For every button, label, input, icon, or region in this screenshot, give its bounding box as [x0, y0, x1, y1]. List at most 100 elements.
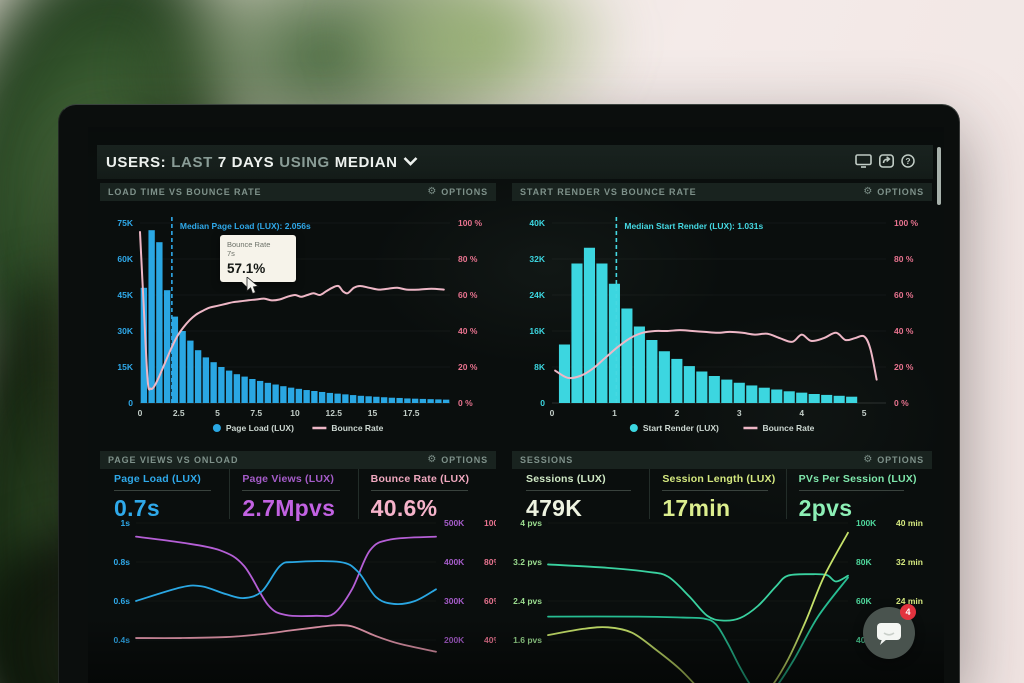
svg-text:75K: 75K [117, 218, 133, 228]
laptop: USERS: LAST 7 DAYS USING MEDIAN ? LOAD TIME … [58, 104, 960, 683]
svg-text:100%: 100% [484, 519, 496, 528]
metric-label: Bounce Rate (LUX) [370, 473, 470, 485]
svg-text:Bounce Rate: Bounce Rate [762, 423, 814, 433]
svg-text:15: 15 [368, 408, 378, 418]
metric-value: 479K [526, 495, 583, 521]
panel-load-time-vs-bounce-rate: LOAD TIME VS BOUNCE RATE ⚙ OPTIONS 75K 60K… [100, 183, 496, 447]
metric-label: Page Views (LUX) [242, 473, 335, 485]
load-time-histogram-chart[interactable]: 75K 60K 45K 30K 15K 0 100 % 80 % 60 % 40 % 20 % 0 %… [100, 201, 496, 447]
svg-text:60%: 60% [484, 596, 496, 606]
svg-text:40K: 40K [529, 218, 545, 228]
gear-icon: ⚙ [863, 454, 874, 465]
svg-text:3: 3 [737, 408, 742, 418]
svg-text:2: 2 [674, 408, 679, 418]
svg-text:24 min: 24 min [896, 596, 923, 606]
svg-text:80%: 80% [484, 557, 496, 567]
metric-bounce-rate: Bounce Rate (LUX) 40.6% [357, 469, 486, 521]
svg-text:0: 0 [128, 398, 133, 408]
gear-icon: ⚙ [427, 186, 438, 197]
options-button[interactable]: ⚙ OPTIONS [427, 454, 488, 466]
chat-launcher-button[interactable]: 4 [863, 604, 916, 659]
start-render-histogram-chart[interactable]: 40K 32K 24K 16K 8K 0 100 % 80 % 60 % 40 % 20 % 0 % 0… [512, 201, 932, 447]
panel-title: START RENDER VS BOUNCE RATE [520, 187, 697, 197]
chat-bubble-icon [877, 623, 901, 645]
svg-text:0 %: 0 % [458, 398, 473, 408]
metric-value: 40.6% [370, 495, 438, 521]
options-button[interactable]: ⚙ OPTIONS [427, 186, 488, 198]
dashboard-header: USERS: LAST 7 DAYS USING MEDIAN ? [97, 145, 933, 179]
tooltip-value: 57.1% [227, 260, 266, 276]
metric-page-views: Page Views (LUX) 2.7Mpvs [229, 469, 357, 521]
metric-value: 0.7s [114, 495, 160, 521]
svg-text:2.4 pvs: 2.4 pvs [513, 596, 542, 606]
title-part: USERS: [106, 153, 167, 171]
svg-text:400K: 400K [444, 557, 465, 567]
svg-text:0 %: 0 % [894, 398, 909, 408]
panel-sessions: SESSIONS ⚙ OPTIONS Sessions (LUX) 479K Se… [512, 451, 932, 683]
svg-text:10: 10 [290, 408, 300, 418]
svg-text:5: 5 [862, 408, 867, 418]
metrics-row: Sessions (LUX) 479K Session Length (LUX)… [512, 469, 932, 521]
options-button[interactable]: ⚙ OPTIONS [863, 454, 924, 466]
chart-tooltip: Bounce Rate 7s 57.1% [220, 235, 296, 287]
svg-text:40 %: 40 % [458, 326, 478, 336]
svg-text:20 %: 20 % [458, 362, 478, 372]
svg-text:80 %: 80 % [458, 254, 478, 264]
options-button[interactable]: ⚙ OPTIONS [863, 186, 924, 198]
svg-text:60K: 60K [856, 596, 872, 606]
svg-text:0.8s: 0.8s [113, 557, 130, 567]
metric-session-length: Session Length (LUX) 17min [649, 469, 785, 521]
svg-text:?: ? [905, 156, 910, 166]
help-icon[interactable]: ? [901, 154, 915, 168]
svg-text:20 %: 20 % [894, 362, 914, 372]
tooltip-x-value: 7s [227, 249, 235, 259]
metric-page-load: Page Load (LUX) 0.7s [110, 469, 229, 521]
svg-text:100 %: 100 % [458, 218, 483, 228]
svg-text:0.4s: 0.4s [113, 635, 130, 645]
svg-text:300K: 300K [444, 596, 465, 606]
users-range-dropdown[interactable]: USERS: LAST 7 DAYS USING MEDIAN [106, 154, 418, 171]
mouse-cursor-icon [246, 277, 259, 295]
svg-text:100K: 100K [856, 519, 877, 528]
svg-text:500K: 500K [444, 519, 465, 528]
svg-text:32K: 32K [529, 254, 545, 264]
svg-text:4 pvs: 4 pvs [520, 519, 542, 528]
svg-text:60 %: 60 % [894, 290, 914, 300]
svg-text:8K: 8K [534, 362, 546, 372]
svg-text:1s: 1s [121, 519, 131, 528]
svg-text:24K: 24K [529, 290, 545, 300]
svg-text:3.2 pvs: 3.2 pvs [513, 557, 542, 567]
metrics-row: Page Load (LUX) 0.7s Page Views (LUX) 2.… [100, 469, 496, 521]
metric-pvs-per-session: PVs Per Session (LUX) 2pvs [785, 469, 922, 521]
svg-text:30K: 30K [117, 326, 133, 336]
svg-text:60K: 60K [117, 254, 133, 264]
panel-page-views-vs-onload: PAGE VIEWS VS ONLOAD ⚙ OPTIONS Page Load … [100, 451, 496, 683]
svg-text:0: 0 [540, 398, 545, 408]
metric-value: 2pvs [798, 495, 853, 521]
svg-text:80 %: 80 % [894, 254, 914, 264]
scrollbar[interactable] [937, 147, 941, 205]
svg-text:100 %: 100 % [894, 218, 919, 228]
metric-label: Sessions (LUX) [526, 473, 606, 485]
svg-text:5: 5 [215, 408, 220, 418]
metric-value: 2.7Mpvs [242, 495, 336, 521]
svg-text:80K: 80K [856, 557, 872, 567]
svg-text:7.5: 7.5 [250, 408, 262, 418]
title-part: MEDIAN [334, 153, 398, 171]
display-icon[interactable] [855, 154, 872, 168]
panel-header: PAGE VIEWS VS ONLOAD ⚙ OPTIONS [100, 451, 496, 469]
panel-title: PAGE VIEWS VS ONLOAD [108, 455, 239, 465]
dashboard-screen: USERS: LAST 7 DAYS USING MEDIAN ? LOAD TIME … [88, 127, 944, 683]
page-views-onload-line-chart[interactable]: 1s 0.8s 0.6s 0.4s 500K 400K 300K 200K 100% 80% 60%… [100, 519, 496, 683]
share-icon[interactable] [879, 154, 894, 168]
gear-icon: ⚙ [427, 454, 438, 465]
svg-text:17.5: 17.5 [403, 408, 420, 418]
svg-text:40 %: 40 % [894, 326, 914, 336]
svg-text:40 min: 40 min [896, 519, 923, 528]
svg-text:32 min: 32 min [896, 557, 923, 567]
svg-text:16K: 16K [529, 326, 545, 336]
tooltip-series: Bounce Rate [227, 240, 271, 249]
metric-label: Session Length (LUX) [662, 473, 776, 485]
